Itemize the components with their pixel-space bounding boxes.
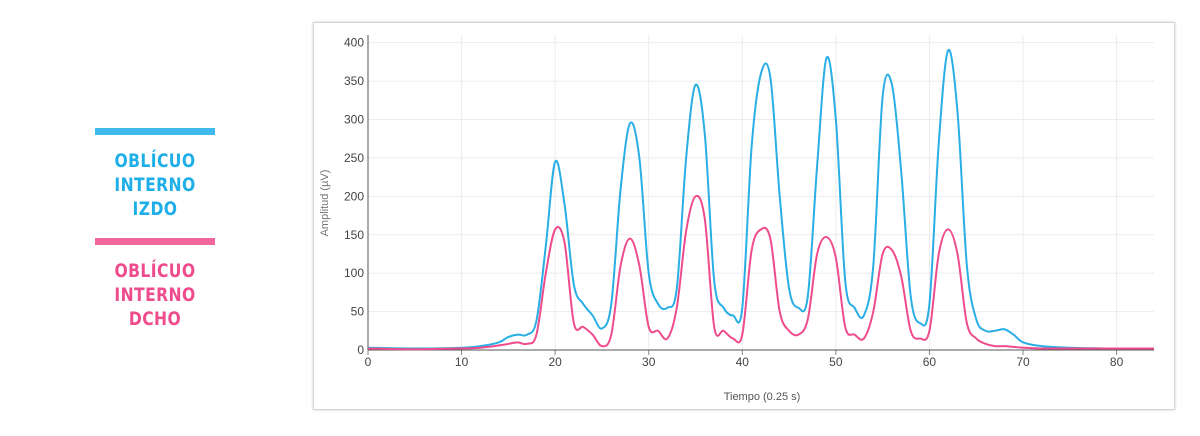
legend-label-dcho-line1: OBLÍCUO INTERNO [114,260,196,306]
x-tick-label-70: 70 [1016,355,1030,369]
x-tick-label-60: 60 [923,355,937,369]
legend-item-izdo: OBLÍCUO INTERNO IZDO [60,128,250,221]
x-tick-label-20: 20 [548,355,562,369]
tick-labels: 0 50 100 150 200 250 300 350 400 0 10 20 30 40 50 60 70 8… [344,36,1124,369]
emg-line-chart: 0 50 100 150 200 250 300 350 400 0 10 20 30 40 50 60 70 8… [319,35,1155,403]
x-tick-label-10: 10 [455,355,469,369]
series-lines [367,48,1155,351]
legend-swatch-izdo [95,128,215,135]
legend-label-dcho: OBLÍCUO INTERNO DCHO [77,259,233,331]
y-tick-label-400: 400 [344,36,364,50]
y-tick-label-150: 150 [344,228,364,242]
legend-swatch-dcho [95,238,215,245]
y-tick-label-350: 350 [344,74,364,88]
x-axis-label: Tiempo (0.25 s) [724,391,801,403]
legend-label-izdo-line1: OBLÍCUO INTERNO [114,150,196,196]
y-axis-label: Amplitud (µV) [319,170,331,237]
y-tick-label-300: 300 [344,113,364,127]
x-tick-label-80: 80 [1110,355,1124,369]
y-tick-label-0: 0 [357,343,364,357]
legend-item-dcho: OBLÍCUO INTERNO DCHO [60,238,250,331]
x-tick-label-30: 30 [642,355,656,369]
legend-label-izdo-line2: IZDO [132,198,178,220]
axes [367,35,1154,355]
legend-label-izdo: OBLÍCUO INTERNO IZDO [77,149,233,221]
chart-panel: 0 50 100 150 200 250 300 350 400 0 10 20 30 40 50 60 70 8… [313,22,1175,410]
grid-lines [368,35,1154,350]
series-line-1 [367,194,1154,351]
y-tick-label-100: 100 [344,266,364,280]
x-tick-label-50: 50 [829,355,843,369]
y-tick-label-50: 50 [351,305,365,319]
series-line-0 [367,48,1155,350]
y-tick-label-200: 200 [344,189,364,203]
y-tick-label-250: 250 [344,151,364,165]
legend-label-dcho-line2: DCHO [128,308,182,330]
x-tick-label-40: 40 [736,355,750,369]
x-tick-label-0: 0 [365,355,372,369]
